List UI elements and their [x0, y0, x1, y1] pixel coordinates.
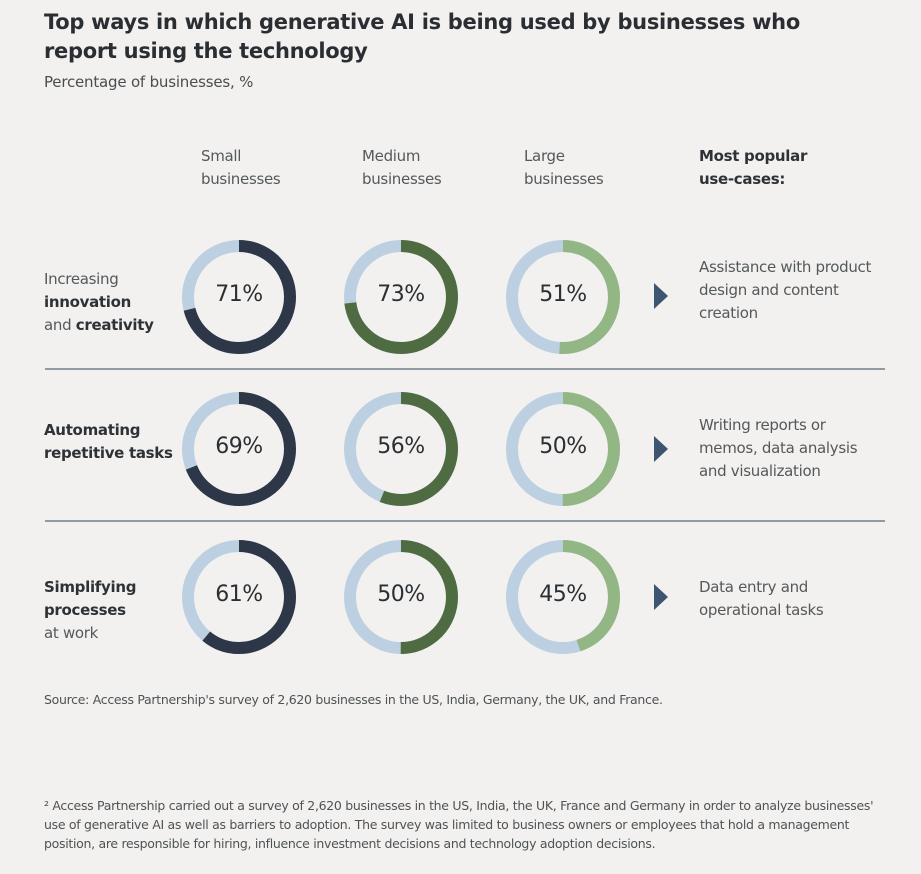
triangle-arrow-icon: [654, 584, 668, 610]
donut-medium-row1: [344, 240, 458, 354]
chart-title: Top ways in which generative AI is being…: [44, 10, 800, 63]
donut-value-arc: [182, 540, 296, 654]
donut-small-row1: [182, 240, 296, 354]
donut-small-row2: [182, 392, 296, 506]
donut-value-arc: [344, 392, 458, 506]
row-label-emphasis: repetitive tasks: [44, 444, 173, 462]
use-case-innovation: Assistance with product design and conte…: [699, 256, 899, 325]
row-label-line: Increasing: [44, 268, 154, 291]
donut-value-label: 61%: [215, 582, 263, 607]
donut-value-arc: [344, 540, 458, 654]
column-header-small: Small businesses: [201, 145, 281, 191]
row-label-line: and creativity: [44, 314, 154, 337]
donut-large-row3: [506, 540, 620, 654]
triangle-arrow-icon: [654, 436, 668, 462]
donut-value-label: 51%: [539, 282, 587, 307]
column-header-medium: Medium businesses: [362, 145, 442, 191]
row-label-text: Increasing: [44, 270, 119, 288]
use-case-line: Writing reports or: [699, 416, 826, 434]
use-case-line: Assistance with product: [699, 258, 872, 276]
row-label-text: at work: [44, 624, 99, 642]
use-case-automating: Writing reports or memos, data analysis …: [699, 414, 899, 483]
column-header-line: Medium: [362, 147, 421, 165]
use-case-simplifying: Data entry and operational tasks: [699, 576, 899, 622]
column-header-line: use-cases:: [699, 170, 786, 188]
donut-medium-row2: [344, 392, 458, 506]
row-label-line: processes: [44, 599, 136, 622]
donut-value-arc: [182, 392, 296, 506]
donut-value-label: 69%: [215, 434, 263, 459]
row-label-emphasis: Simplifying: [44, 578, 137, 596]
column-header-line: businesses: [524, 170, 604, 188]
donut-value-label: 71%: [215, 282, 263, 307]
use-case-line: design and content: [699, 281, 839, 299]
donut-large-row2: [506, 392, 620, 506]
donut-value-arc: [182, 240, 296, 354]
donut-value-arc: [344, 240, 458, 354]
use-case-line: Data entry and: [699, 578, 809, 596]
column-header-line: businesses: [362, 170, 442, 188]
row-label-line: at work: [44, 622, 136, 645]
row-label-innovation: Increasing innovation and creativity: [44, 268, 154, 337]
row-label-emphasis: innovation: [44, 293, 132, 311]
row-label-automating: Automating repetitive tasks: [44, 419, 173, 465]
column-header-large: Large businesses: [524, 145, 604, 191]
donut-medium-row3: [344, 540, 458, 654]
source-note: Source: Access Partnership's survey of 2…: [44, 692, 663, 707]
use-case-line: creation: [699, 304, 758, 322]
donut-value-arc: [506, 540, 620, 654]
donut-value-label: 56%: [377, 434, 425, 459]
donut-small-row3: [182, 540, 296, 654]
donut-value-arc: [506, 392, 620, 506]
donut-value-label: 45%: [539, 582, 587, 607]
donut-large-row1: [506, 240, 620, 354]
row-separator: [45, 520, 885, 522]
donut-value-arc: [506, 240, 620, 354]
column-header-line: businesses: [201, 170, 281, 188]
row-label-emphasis: Automating: [44, 421, 141, 439]
chart-subtitle: Percentage of businesses, %: [44, 73, 254, 91]
row-separator: [45, 368, 885, 370]
triangle-arrow-icon: [654, 283, 668, 309]
footnote: ² Access Partnership carried out a surve…: [44, 798, 874, 851]
donut-value-label: 73%: [377, 282, 425, 307]
column-header-use-cases: Most popular use-cases:: [699, 145, 807, 191]
row-label-line: repetitive tasks: [44, 442, 173, 465]
row-label-emphasis: processes: [44, 601, 126, 619]
row-label-line: innovation: [44, 291, 154, 314]
use-case-line: and visualization: [699, 462, 821, 480]
row-label-line: Automating: [44, 419, 173, 442]
use-case-line: memos, data analysis: [699, 439, 858, 457]
donut-value-label: 50%: [377, 582, 425, 607]
row-label-simplifying: Simplifying processes at work: [44, 576, 136, 645]
column-header-line: Small: [201, 147, 242, 165]
column-header-line: Large: [524, 147, 565, 165]
row-label-line: Simplifying: [44, 576, 136, 599]
row-label-text: and: [44, 316, 76, 334]
row-label-emphasis: creativity: [75, 316, 154, 334]
use-case-line: operational tasks: [699, 601, 824, 619]
column-header-line: Most popular: [699, 147, 808, 165]
donut-value-label: 50%: [539, 434, 587, 459]
